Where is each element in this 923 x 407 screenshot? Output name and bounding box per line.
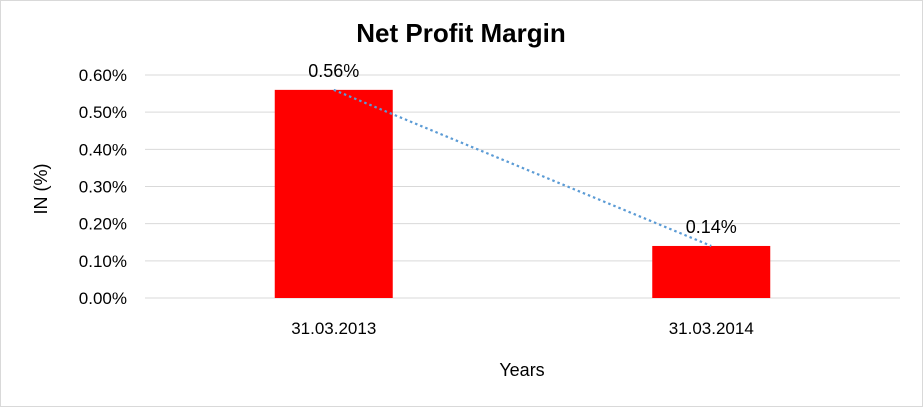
y-axis-label: IN (%) bbox=[31, 164, 51, 215]
x-axis-label: Years bbox=[499, 360, 544, 380]
y-tick-label: 0.10% bbox=[79, 252, 127, 271]
x-tick-label: 31.03.2014 bbox=[669, 319, 754, 338]
bar bbox=[652, 245, 771, 298]
gridlines bbox=[145, 74, 900, 299]
y-tick-label: 0.50% bbox=[79, 103, 127, 122]
chart-title: Net Profit Margin bbox=[356, 18, 565, 48]
bar bbox=[274, 89, 393, 298]
y-tick-label: 0.60% bbox=[79, 66, 127, 85]
y-tick-label: 0.30% bbox=[79, 178, 127, 197]
y-tick-label: 0.20% bbox=[79, 215, 127, 234]
y-axis-ticks: 0.00% 0.10% 0.20% 0.30% 0.40% 0.50% 0.60% bbox=[79, 66, 127, 308]
x-axis-ticks: 31.03.2013 31.03.2014 bbox=[291, 319, 754, 338]
data-label: 0.56% bbox=[308, 61, 359, 81]
x-tick-label: 31.03.2013 bbox=[291, 319, 376, 338]
y-tick-label: 0.00% bbox=[79, 289, 127, 308]
bars bbox=[274, 89, 771, 298]
trendline-group bbox=[333, 88, 712, 247]
data-label: 0.14% bbox=[686, 217, 737, 237]
trendline bbox=[333, 88, 712, 247]
data-labels: 0.56% 0.14% bbox=[308, 61, 737, 237]
y-tick-label: 0.40% bbox=[79, 140, 127, 159]
